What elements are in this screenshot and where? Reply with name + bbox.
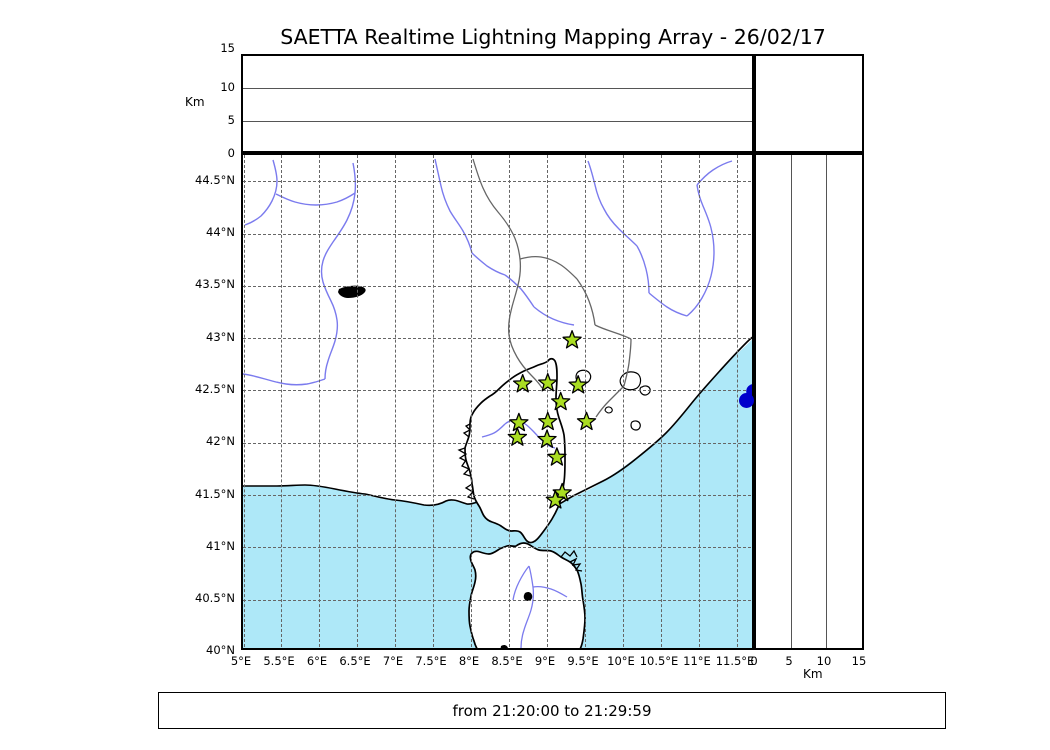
right-axis-tick-10: 10 bbox=[816, 654, 832, 668]
station-star-2[interactable] bbox=[538, 372, 558, 392]
latitude-tick-43: 43°N bbox=[206, 330, 235, 344]
station-star-7[interactable] bbox=[576, 411, 597, 431]
longitude-tick-9: 9°E bbox=[534, 654, 556, 668]
station-star-0[interactable] bbox=[562, 330, 582, 349]
longitude-tick-6: 6°E bbox=[306, 654, 328, 668]
altitude-tick-5: 5 bbox=[227, 113, 235, 127]
longitude-tick-7.5: 7.5°E bbox=[415, 654, 447, 668]
latitude-tick-43.5: 43.5°N bbox=[195, 277, 235, 291]
longitude-tick-5: 5°E bbox=[230, 654, 252, 668]
latitude-tick-44: 44°N bbox=[206, 225, 235, 239]
longitude-tick-6.5: 6.5°E bbox=[339, 654, 371, 668]
latitude-tick-40.5: 40.5°N bbox=[195, 591, 235, 605]
altitude-tick-0: 0 bbox=[227, 146, 235, 160]
right-axis-tick-5: 5 bbox=[785, 654, 793, 668]
gridline-5km bbox=[243, 121, 752, 123]
station-star-4[interactable] bbox=[550, 391, 571, 411]
station-star-1[interactable] bbox=[512, 373, 533, 393]
time-range-text: from 21:20:00 to 21:29:59 bbox=[452, 701, 652, 720]
longitude-tick-7: 7°E bbox=[382, 654, 404, 668]
longitude-tick-10: 10°E bbox=[607, 654, 635, 668]
station-star-3[interactable] bbox=[568, 375, 588, 394]
map-panel[interactable] bbox=[241, 153, 754, 650]
altitude-longitude-panel[interactable] bbox=[241, 54, 754, 153]
map-geography bbox=[243, 155, 752, 648]
altitude-tick-10: 10 bbox=[220, 80, 235, 94]
lightning-source-dot[interactable] bbox=[739, 393, 754, 408]
latitude-tick-42.5: 42.5°N bbox=[195, 382, 235, 396]
altitude-latitude-panel[interactable] bbox=[754, 153, 864, 650]
latitude-tick-41: 41°N bbox=[206, 539, 235, 553]
longitude-tick-8.5: 8.5°E bbox=[491, 654, 523, 668]
time-range-box: from 21:20:00 to 21:29:59 bbox=[158, 692, 946, 729]
station-markers[interactable] bbox=[243, 155, 754, 650]
latitude-tick-41.5: 41.5°N bbox=[195, 487, 235, 501]
longitude-tick-10.5: 10.5°E bbox=[639, 654, 679, 668]
right-axis-tick-0: 0 bbox=[750, 654, 758, 668]
longitude-tick-11: 11°E bbox=[683, 654, 711, 668]
longitude-tick-9.5: 9.5°E bbox=[567, 654, 599, 668]
station-star-12[interactable] bbox=[545, 490, 566, 509]
right-axis-label: Km bbox=[803, 667, 823, 681]
station-star-5[interactable] bbox=[509, 412, 529, 432]
latitude-tick-40: 40°N bbox=[206, 643, 235, 657]
empty-corner-panel[interactable] bbox=[754, 54, 864, 153]
gridline-10km bbox=[243, 88, 752, 90]
right-axis-tick-15: 15 bbox=[851, 654, 867, 668]
gridline-10km-vertical bbox=[826, 155, 827, 648]
longitude-tick-5.5: 5.5°E bbox=[263, 654, 295, 668]
latitude-tick-44.5: 44.5°N bbox=[195, 173, 235, 187]
longitude-tick-11.5: 11.5°E bbox=[715, 654, 755, 668]
station-star-9[interactable] bbox=[537, 429, 557, 448]
altitude-tick-15: 15 bbox=[220, 41, 235, 55]
gridline-5km-vertical bbox=[791, 155, 792, 648]
altitude-axis-label: Km bbox=[185, 95, 205, 109]
station-star-8[interactable] bbox=[507, 427, 528, 446]
station-star-6[interactable] bbox=[538, 411, 558, 431]
station-star-10[interactable] bbox=[547, 447, 567, 466]
latitude-tick-42: 42°N bbox=[206, 434, 235, 448]
longitude-tick-8: 8°E bbox=[458, 654, 480, 668]
page-title: SAETTA Realtime Lightning Mapping Array … bbox=[280, 25, 826, 49]
